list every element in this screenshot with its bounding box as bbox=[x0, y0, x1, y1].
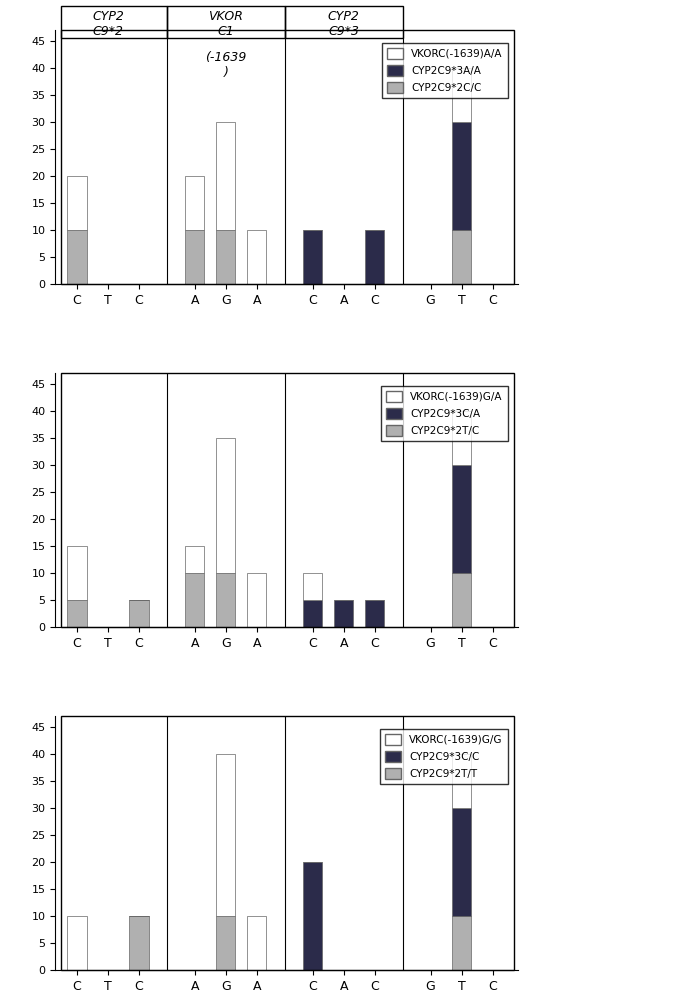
Bar bbox=[365, 600, 384, 627]
Bar bbox=[216, 754, 235, 916]
Bar bbox=[129, 916, 148, 970]
Legend: VKORC(-1639)G/G, CYP2C9*3C/C, CYP2C9*2T/T: VKORC(-1639)G/G, CYP2C9*3C/C, CYP2C9*2T/… bbox=[380, 729, 508, 784]
Bar bbox=[216, 438, 235, 573]
Bar bbox=[167, 6, 285, 38]
Bar bbox=[216, 916, 235, 970]
Bar bbox=[68, 546, 86, 600]
Bar bbox=[452, 411, 471, 465]
Bar bbox=[452, 122, 471, 230]
Bar bbox=[452, 230, 471, 284]
Legend: VKORC(-1639)G/A, CYP2C9*3C/A, CYP2C9*2T/C: VKORC(-1639)G/A, CYP2C9*3C/A, CYP2C9*2T/… bbox=[381, 386, 508, 441]
Bar bbox=[452, 916, 471, 970]
Bar bbox=[216, 230, 235, 284]
Bar bbox=[365, 230, 384, 284]
Bar bbox=[68, 176, 86, 230]
Bar bbox=[303, 862, 322, 970]
Bar bbox=[285, 6, 403, 38]
Bar bbox=[68, 916, 86, 970]
Bar bbox=[247, 230, 266, 284]
Bar bbox=[185, 546, 204, 573]
Bar bbox=[185, 230, 204, 284]
Bar bbox=[61, 6, 167, 38]
Text: VKOR
C1: VKOR C1 bbox=[208, 10, 244, 38]
Text: CYP2
C9*3: CYP2 C9*3 bbox=[328, 10, 359, 38]
Bar bbox=[452, 573, 471, 627]
Bar bbox=[129, 600, 148, 627]
Bar bbox=[303, 573, 322, 600]
Bar bbox=[216, 573, 235, 627]
Bar bbox=[247, 573, 266, 627]
Bar bbox=[247, 916, 266, 970]
Bar bbox=[68, 230, 86, 284]
Bar bbox=[303, 600, 322, 627]
Text: (-1639
): (-1639 ) bbox=[205, 51, 246, 79]
Text: CYP2
C9*2: CYP2 C9*2 bbox=[92, 10, 124, 38]
Bar bbox=[334, 600, 353, 627]
Bar bbox=[452, 754, 471, 808]
Bar bbox=[452, 465, 471, 573]
Bar bbox=[452, 808, 471, 916]
Bar bbox=[303, 230, 322, 284]
Legend: VKORC(-1639)A/A, CYP2C9*3A/A, CYP2C9*2C/C: VKORC(-1639)A/A, CYP2C9*3A/A, CYP2C9*2C/… bbox=[382, 43, 508, 98]
Bar bbox=[185, 573, 204, 627]
Bar bbox=[216, 122, 235, 230]
Bar bbox=[185, 176, 204, 230]
Bar bbox=[452, 68, 471, 122]
Bar bbox=[68, 600, 86, 627]
